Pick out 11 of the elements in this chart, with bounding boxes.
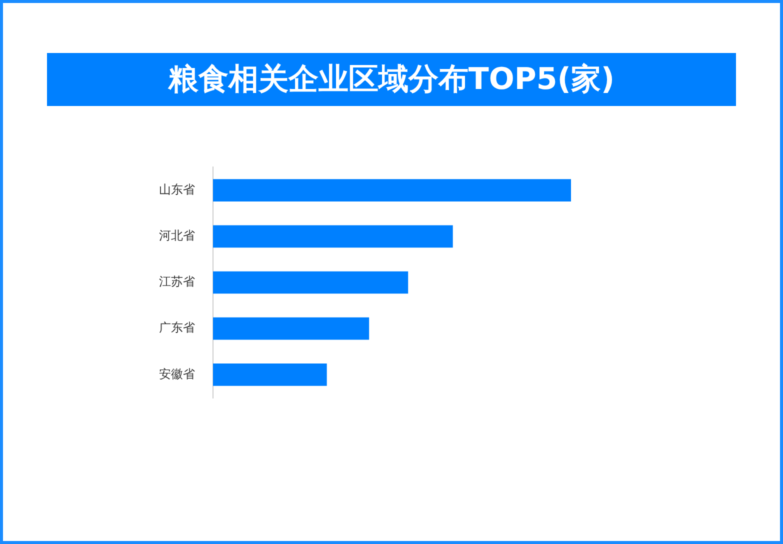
y-tick-label: 江苏省 bbox=[159, 274, 195, 289]
y-tick-label: 安徽省 bbox=[159, 366, 195, 381]
bar bbox=[213, 225, 453, 248]
bar bbox=[213, 271, 408, 294]
chart-title: 粮食相关企业区域分布TOP5(家) bbox=[47, 53, 736, 106]
y-tick-label: 河北省 bbox=[159, 228, 195, 243]
y-tick-label: 山东省 bbox=[159, 182, 195, 196]
bar bbox=[213, 179, 571, 202]
bar bbox=[213, 317, 370, 340]
bar bbox=[213, 364, 327, 386]
y-tick-label: 广东省 bbox=[159, 320, 195, 335]
